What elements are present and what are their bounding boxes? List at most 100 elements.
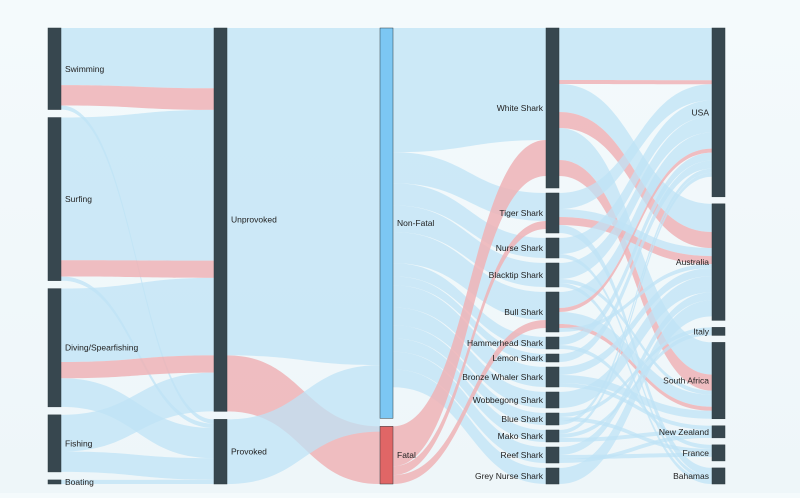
link-tiger-shark-to-bahamas bbox=[559, 225, 712, 476]
link-non-fatal-to-grey-nurse-shark bbox=[393, 369, 546, 484]
label-provoked: Provoked bbox=[231, 447, 267, 457]
link-non-fatal-to-nurse-shark bbox=[393, 183, 546, 258]
link-surfing-to-unprovoked bbox=[61, 260, 214, 278]
label-non-fatal: Non-Fatal bbox=[397, 218, 434, 228]
link-diving-spearfishing-to-unprovoked bbox=[61, 355, 214, 379]
node-tiger-shark[interactable] bbox=[545, 192, 560, 234]
link-non-fatal-to-white-shark bbox=[393, 28, 546, 153]
node-mako-shark[interactable] bbox=[545, 429, 560, 443]
node-blue-shark[interactable] bbox=[545, 412, 560, 426]
link-swimming-to-unprovoked bbox=[61, 28, 214, 89]
link-non-fatal-to-bronze-whaler-shark bbox=[393, 285, 546, 387]
link-grey-nurse-shark-to-australia bbox=[559, 300, 712, 484]
link-fatal-to-bull-shark bbox=[393, 320, 546, 484]
link-blue-shark-to-usa bbox=[559, 168, 712, 425]
node-australia[interactable] bbox=[711, 203, 726, 321]
link-tiger-shark-to-australia bbox=[559, 209, 712, 257]
link-mako-shark-to-usa bbox=[559, 172, 712, 434]
label-france: France bbox=[683, 448, 710, 458]
link-bronze-whaler-shark-to-new-zealand bbox=[559, 383, 712, 430]
link-blacktip-shark-to-usa bbox=[559, 116, 712, 279]
link-fatal-to-tiger-shark bbox=[393, 221, 546, 476]
label-swimming: Swimming bbox=[65, 64, 104, 74]
label-usa: USA bbox=[692, 107, 710, 117]
node-white-shark[interactable] bbox=[545, 27, 560, 189]
link-diving-spearfishing-to-unprovoked bbox=[61, 277, 214, 362]
link-mako-shark-to-new-zealand bbox=[559, 429, 712, 442]
label-fishing: Fishing bbox=[65, 438, 93, 448]
link-bronze-whaler-shark-to-australia bbox=[559, 268, 712, 375]
label-fatal: Fatal bbox=[397, 450, 416, 460]
node-reef-shark[interactable] bbox=[545, 446, 560, 464]
label-lemon-shark: Lemon Shark bbox=[492, 353, 543, 363]
label-unprovoked: Unprovoked bbox=[231, 215, 277, 225]
label-south-africa: South Africa bbox=[663, 376, 709, 386]
link-fishing-to-provoked bbox=[61, 451, 214, 480]
node-blacktip-shark[interactable] bbox=[545, 262, 560, 288]
node-provoked[interactable] bbox=[213, 419, 228, 485]
node-swimming[interactable] bbox=[47, 27, 62, 110]
node-non-fatal[interactable] bbox=[379, 27, 394, 419]
link-surfing-to-unprovoked bbox=[61, 109, 214, 261]
label-wobbegong-shark: Wobbegong Shark bbox=[473, 395, 544, 405]
label-bronze-whaler-shark: Bronze Whaler Shark bbox=[462, 372, 544, 382]
link-non-fatal-to-wobbegong-shark bbox=[393, 307, 546, 408]
link-fatal-to-white-shark bbox=[393, 140, 546, 467]
node-france[interactable] bbox=[711, 444, 726, 462]
link-hammerhead-shark-to-usa bbox=[559, 152, 712, 345]
node-boating[interactable] bbox=[47, 479, 62, 485]
link-tiger-shark-to-usa bbox=[559, 84, 712, 209]
label-tiger-shark: Tiger Shark bbox=[499, 208, 543, 218]
link-non-fatal-to-blue-shark bbox=[393, 325, 546, 425]
node-bronze-whaler-shark[interactable] bbox=[545, 366, 560, 388]
node-fishing[interactable] bbox=[47, 414, 62, 473]
labels-layer: Swimming Surfing Diving/Spearfishing Fishin… bbox=[65, 64, 710, 487]
label-diving-spearfishing: Diving/Spearfishing bbox=[65, 343, 139, 353]
label-grey-nurse-shark: Grey Nurse Shark bbox=[475, 471, 544, 481]
link-lemon-shark-to-usa bbox=[559, 160, 712, 362]
node-south-africa[interactable] bbox=[711, 342, 726, 420]
label-bull-shark: Bull Shark bbox=[504, 307, 543, 317]
node-diving-spearfishing[interactable] bbox=[47, 288, 62, 408]
link-non-fatal-to-bull-shark bbox=[393, 232, 546, 320]
link-reef-shark-to-new-zealand bbox=[559, 433, 712, 463]
node-surfing[interactable] bbox=[47, 117, 62, 281]
link-non-fatal-to-mako-shark bbox=[393, 338, 546, 442]
node-new-zealand[interactable] bbox=[711, 425, 726, 439]
node-nurse-shark[interactable] bbox=[545, 237, 560, 259]
link-provoked-to-non-fatal bbox=[227, 365, 380, 484]
node-bull-shark[interactable] bbox=[545, 291, 560, 333]
link-nurse-shark-to-usa bbox=[559, 100, 712, 254]
link-white-shark-to-usa bbox=[559, 80, 712, 85]
link-non-fatal-to-blacktip-shark bbox=[393, 205, 546, 287]
link-bull-shark-to-south-africa bbox=[559, 312, 712, 407]
node-wobbegong-shark[interactable] bbox=[545, 391, 560, 409]
node-italy[interactable] bbox=[711, 327, 726, 336]
link-swimming-to-unprovoked bbox=[61, 85, 214, 110]
node-fatal[interactable] bbox=[379, 426, 394, 485]
label-blue-shark: Blue Shark bbox=[501, 414, 543, 424]
label-hammerhead-shark: Hammerhead Shark bbox=[467, 338, 544, 348]
links-layer bbox=[61, 28, 712, 484]
label-bahamas: Bahamas bbox=[673, 471, 709, 481]
link-white-shark-to-australia bbox=[559, 84, 712, 232]
node-bahamas[interactable] bbox=[711, 467, 726, 485]
link-white-shark-to-south-africa bbox=[559, 160, 712, 391]
link-unprovoked-to-non-fatal bbox=[227, 28, 380, 366]
label-mako-shark: Mako Shark bbox=[498, 431, 544, 441]
node-lemon-shark[interactable] bbox=[545, 353, 560, 363]
node-hammerhead-shark[interactable] bbox=[545, 336, 560, 350]
nodes-layer bbox=[47, 27, 726, 485]
link-bull-shark-to-usa bbox=[559, 148, 712, 312]
link-reef-shark-to-australia bbox=[559, 292, 712, 455]
node-unprovoked[interactable] bbox=[213, 27, 228, 412]
link-bull-shark-to-south-africa bbox=[559, 324, 712, 411]
node-grey-nurse-shark[interactable] bbox=[545, 467, 560, 485]
link-wobbegong-shark-to-australia bbox=[559, 276, 712, 408]
link-boating-to-provoked bbox=[61, 479, 214, 484]
link-non-fatal-to-reef-shark bbox=[393, 351, 546, 463]
node-usa[interactable] bbox=[711, 27, 726, 198]
link-bull-shark-to-usa bbox=[559, 132, 712, 308]
